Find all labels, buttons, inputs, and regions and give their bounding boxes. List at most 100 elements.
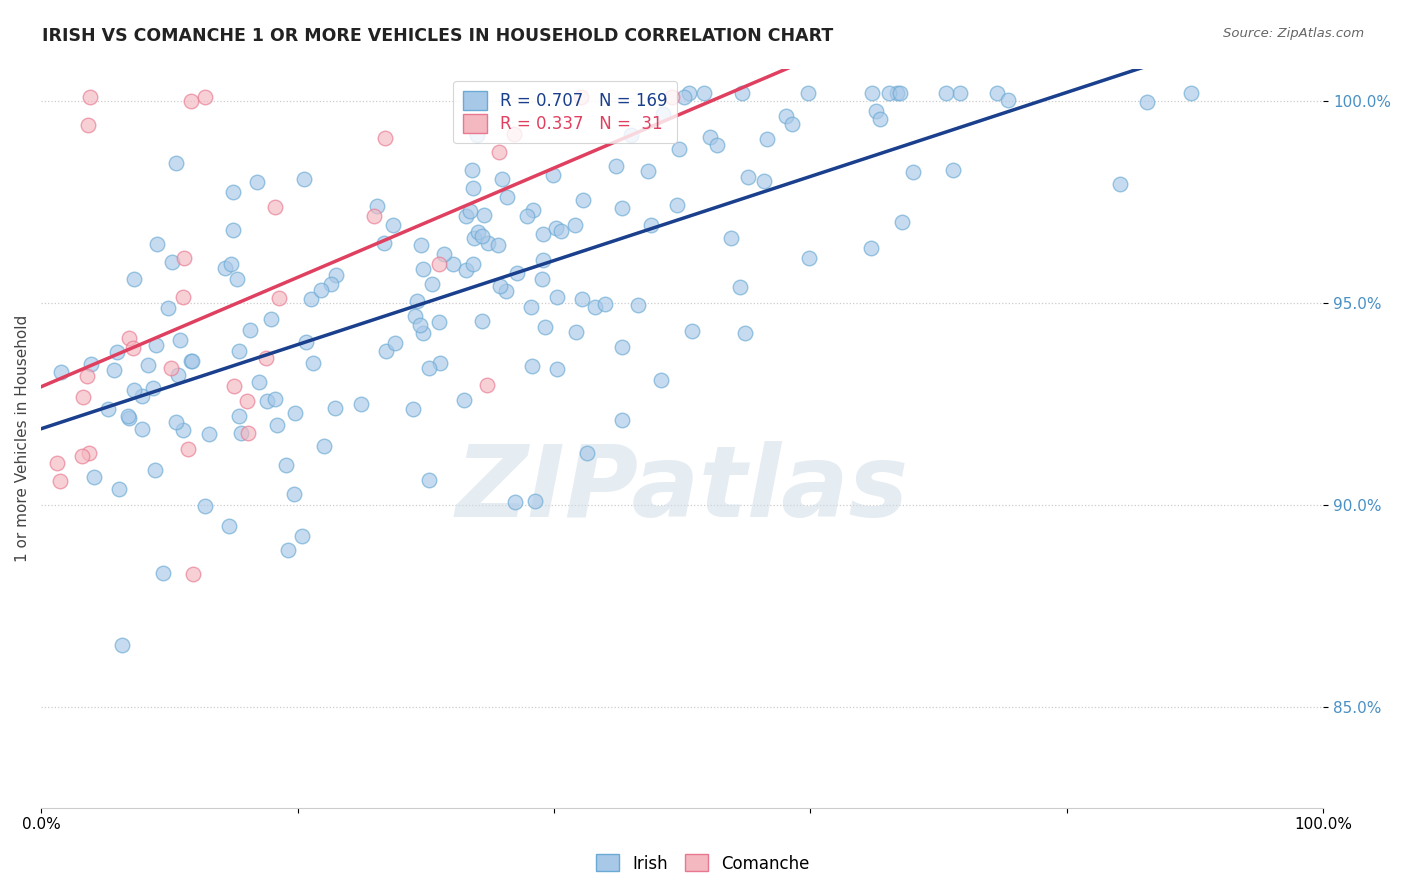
Point — [373, 236, 395, 251]
Point — [402, 401, 425, 416]
Point — [730, 280, 752, 294]
Point — [169, 333, 191, 347]
Point — [627, 298, 650, 312]
Point — [1108, 178, 1130, 192]
Point — [433, 247, 456, 261]
Point — [284, 407, 307, 421]
Point — [706, 138, 728, 153]
Point — [145, 237, 167, 252]
Point — [177, 442, 200, 457]
Point — [942, 163, 965, 178]
Point — [477, 378, 499, 392]
Point — [228, 344, 250, 359]
Point — [605, 159, 627, 173]
Point — [412, 326, 434, 340]
Point — [374, 131, 396, 145]
Point — [610, 413, 633, 427]
Point — [506, 266, 529, 280]
Point — [461, 181, 484, 195]
Point — [366, 198, 388, 212]
Point — [375, 344, 398, 359]
Point — [564, 218, 586, 232]
Point — [254, 351, 277, 365]
Point — [886, 86, 908, 100]
Point — [138, 358, 160, 372]
Point — [637, 163, 659, 178]
Point — [869, 112, 891, 127]
Point — [531, 271, 554, 285]
Point — [160, 360, 183, 375]
Point — [160, 255, 183, 269]
Point — [661, 90, 683, 104]
Point — [524, 493, 547, 508]
Point — [264, 392, 287, 406]
Point — [471, 314, 494, 328]
Point — [236, 426, 259, 441]
Legend: Irish, Comanche: Irish, Comanche — [589, 847, 817, 880]
Point — [544, 221, 567, 235]
Point — [546, 362, 568, 376]
Point — [110, 638, 132, 652]
Point — [290, 528, 312, 542]
Point — [409, 318, 432, 333]
Point — [236, 393, 259, 408]
Point — [427, 315, 450, 329]
Point — [181, 353, 204, 368]
Point — [583, 301, 606, 315]
Text: Source: ZipAtlas.com: Source: ZipAtlas.com — [1223, 27, 1364, 40]
Point — [48, 475, 70, 489]
Point — [118, 411, 141, 425]
Point — [640, 218, 662, 232]
Point — [325, 268, 347, 283]
Point — [572, 193, 595, 207]
Point — [516, 209, 538, 223]
Point — [477, 235, 499, 250]
Point — [935, 86, 957, 100]
Point — [181, 566, 204, 581]
Point — [860, 86, 883, 100]
Point — [222, 223, 245, 237]
Point — [267, 291, 290, 305]
Point — [350, 396, 373, 410]
Point — [678, 86, 700, 100]
Point — [520, 359, 543, 373]
Point — [564, 325, 586, 339]
Point — [731, 86, 754, 100]
Point — [225, 272, 247, 286]
Point — [860, 241, 883, 255]
Point — [491, 172, 513, 186]
Point — [460, 203, 482, 218]
Point — [118, 331, 141, 345]
Point — [889, 86, 911, 100]
Point — [775, 109, 797, 123]
Point — [122, 341, 145, 355]
Point — [471, 228, 494, 243]
Point — [665, 198, 688, 212]
Point — [461, 257, 484, 271]
Point — [569, 90, 592, 104]
Point — [534, 320, 557, 334]
Point — [382, 219, 405, 233]
Point — [198, 427, 221, 442]
Point — [505, 495, 527, 509]
Point — [256, 394, 278, 409]
Point — [418, 473, 440, 487]
Point — [180, 353, 202, 368]
Point — [465, 128, 488, 142]
Point — [620, 128, 643, 143]
Point — [441, 257, 464, 271]
Point — [229, 425, 252, 440]
Point — [986, 86, 1008, 100]
Point — [194, 90, 217, 104]
Point — [681, 324, 703, 338]
Point — [453, 393, 475, 408]
Point — [301, 356, 323, 370]
Point — [903, 165, 925, 179]
Point — [754, 174, 776, 188]
Point — [83, 470, 105, 484]
Point — [454, 263, 477, 277]
Point — [167, 368, 190, 382]
Point — [595, 296, 617, 310]
Point — [668, 143, 690, 157]
Point — [266, 417, 288, 432]
